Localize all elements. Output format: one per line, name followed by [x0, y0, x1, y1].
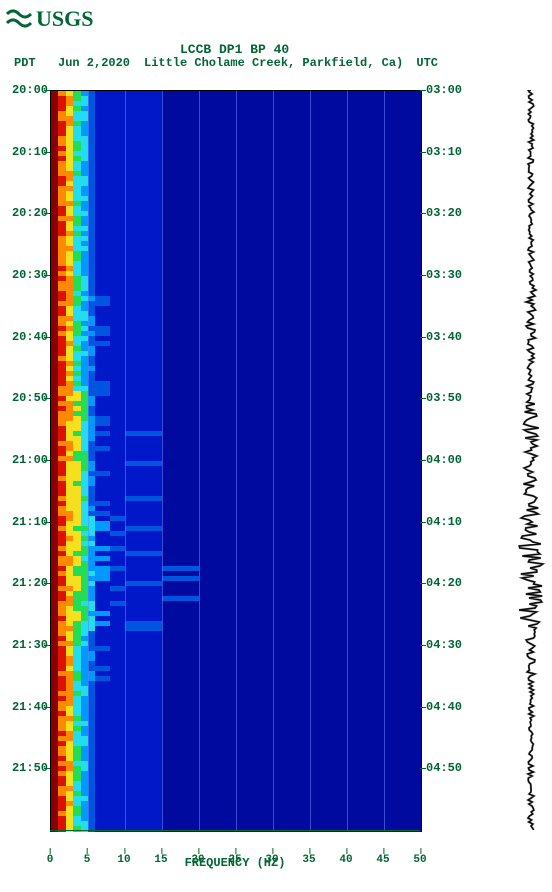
y-tick [44, 337, 50, 338]
y-tick-label: 20:50 [12, 391, 48, 405]
grid-line [273, 91, 274, 831]
y-tick-label: 20:40 [12, 330, 48, 344]
y-tick-label: 03:00 [426, 83, 462, 97]
y-tick-label: 03:30 [426, 268, 462, 282]
y-tick [420, 645, 426, 646]
y-tick [44, 398, 50, 399]
y-tick-label: 03:10 [426, 145, 462, 159]
y-tick [420, 398, 426, 399]
y-tick-label: 21:50 [12, 761, 48, 775]
y-tick [44, 707, 50, 708]
y-tick [420, 460, 426, 461]
logo-text: USGS [36, 6, 93, 32]
y-tick-label: 21:20 [12, 576, 48, 590]
grid-line [384, 91, 385, 831]
y-tick [420, 707, 426, 708]
grid-line [162, 91, 163, 831]
grid-line [125, 91, 126, 831]
y-tick-label: 20:10 [12, 145, 48, 159]
y-tick-label: 04:40 [426, 700, 462, 714]
y-tick-label: 03:40 [426, 330, 462, 344]
usgs-logo: USGS [6, 6, 93, 32]
logo-waves-icon [6, 8, 32, 30]
y-tick-label: 21:40 [12, 700, 48, 714]
y-tick [420, 275, 426, 276]
y-tick [420, 90, 426, 91]
y-tick [44, 460, 50, 461]
grid-line [310, 91, 311, 831]
y-tick [44, 275, 50, 276]
y-tick [420, 213, 426, 214]
y-tick-label: 03:20 [426, 206, 462, 220]
trace-path [519, 90, 543, 830]
amplitude-trace [516, 90, 546, 830]
header-date: Jun 2,2020 [58, 56, 130, 70]
y-tick [44, 522, 50, 523]
header-site: Little Cholame Creek, Parkfield, Ca) [144, 56, 403, 70]
grid-line [236, 91, 237, 831]
tz-right: UTC [416, 56, 438, 70]
y-tick-label: 04:20 [426, 576, 462, 590]
y-tick [44, 645, 50, 646]
grid-line [199, 91, 200, 831]
y-tick [420, 583, 426, 584]
y-tick [44, 768, 50, 769]
y-tick-label: 04:00 [426, 453, 462, 467]
y-tick-label: 21:00 [12, 453, 48, 467]
y-tick-label: 20:30 [12, 268, 48, 282]
y-tick [44, 213, 50, 214]
tz-left: PDT [14, 56, 36, 70]
y-tick-label: 04:30 [426, 638, 462, 652]
y-tick-label: 21:30 [12, 638, 48, 652]
x-axis-line [50, 830, 420, 831]
y-tick-label: 04:10 [426, 515, 462, 529]
y-tick [420, 337, 426, 338]
y-tick [420, 522, 426, 523]
chart-title: LCCB DP1 BP 40 [180, 42, 289, 57]
y-tick [44, 90, 50, 91]
y-tick [420, 768, 426, 769]
x-axis-label: FREQUENCY (HZ) [50, 856, 420, 870]
y-tick [44, 152, 50, 153]
y-tick [420, 152, 426, 153]
y-tick-label: 03:50 [426, 391, 462, 405]
y-tick-label: 21:10 [12, 515, 48, 529]
y-tick-label: 20:00 [12, 83, 48, 97]
grid-line [347, 91, 348, 831]
spectrogram-chart [50, 90, 422, 832]
y-tick-label: 04:50 [426, 761, 462, 775]
grid-line [88, 91, 89, 831]
y-tick-label: 20:20 [12, 206, 48, 220]
y-tick [44, 583, 50, 584]
